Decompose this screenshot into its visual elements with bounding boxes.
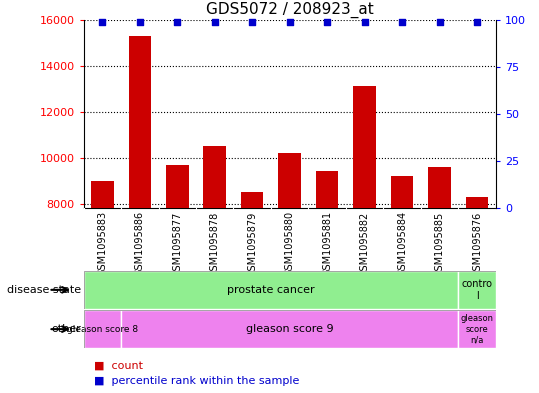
Point	[173, 18, 182, 25]
Point	[135, 18, 144, 25]
Point	[361, 18, 369, 25]
Text: contro
l: contro l	[461, 279, 493, 301]
Bar	[241, 192, 264, 208]
Text: gleason
score
n/a: gleason score n/a	[461, 314, 494, 344]
Text: GSM1095882: GSM1095882	[360, 211, 370, 277]
Point	[473, 18, 481, 25]
Bar	[91, 181, 114, 208]
Point	[98, 18, 107, 25]
Text: GSM1095878: GSM1095878	[210, 211, 220, 277]
Text: ■  count: ■ count	[94, 360, 143, 371]
Text: GSM1095877: GSM1095877	[172, 211, 182, 277]
Text: prostate cancer: prostate cancer	[227, 285, 315, 295]
Text: GSM1095881: GSM1095881	[322, 211, 332, 276]
Text: gleason score 9: gleason score 9	[246, 324, 334, 334]
Bar	[121, 310, 458, 348]
Bar	[458, 310, 496, 348]
Bar	[204, 146, 226, 208]
Text: GSM1095885: GSM1095885	[434, 211, 445, 277]
Text: GSM1095876: GSM1095876	[472, 211, 482, 277]
Bar	[458, 271, 496, 309]
Bar	[466, 197, 488, 208]
Point	[436, 18, 444, 25]
Text: GSM1095883: GSM1095883	[97, 211, 107, 276]
Point	[286, 18, 294, 25]
Bar	[84, 310, 121, 348]
Bar	[391, 176, 413, 208]
Text: GSM1095884: GSM1095884	[397, 211, 407, 276]
Text: disease state: disease state	[6, 285, 81, 295]
Point	[210, 18, 219, 25]
Text: other: other	[51, 324, 81, 334]
Text: GSM1095886: GSM1095886	[135, 211, 145, 276]
Point	[323, 18, 331, 25]
Bar	[354, 86, 376, 208]
Text: ■  percentile rank within the sample: ■ percentile rank within the sample	[94, 376, 300, 386]
Point	[248, 18, 257, 25]
Text: gleason score 8: gleason score 8	[67, 325, 138, 334]
Bar	[166, 165, 189, 208]
Point	[398, 18, 406, 25]
Title: GDS5072 / 208923_at: GDS5072 / 208923_at	[206, 2, 374, 18]
Text: GSM1095880: GSM1095880	[285, 211, 295, 276]
Bar	[128, 36, 151, 208]
Bar	[429, 167, 451, 208]
Bar	[279, 153, 301, 208]
Text: GSM1095879: GSM1095879	[247, 211, 257, 277]
Bar	[316, 171, 338, 208]
